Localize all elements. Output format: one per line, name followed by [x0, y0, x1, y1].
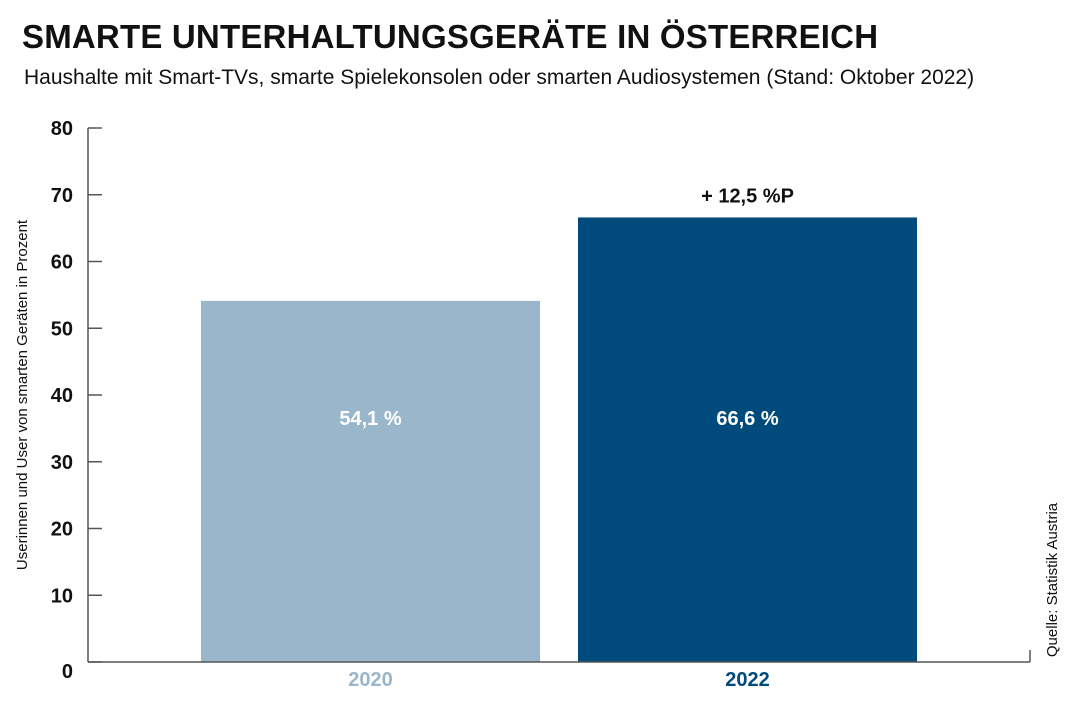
chart-title: SMARTE UNTERHALTUNGSGERÄTE IN ÖSTERREICH	[22, 18, 879, 55]
y-tick-label: 60	[51, 252, 73, 274]
bar-value-label: 54,1 %	[339, 408, 401, 430]
bars-group: 54,1 % 66,6 % + 12,5 %P	[201, 185, 917, 662]
y-tick-label: 50	[51, 318, 73, 340]
change-annotation: + 12,5 %P	[701, 185, 794, 207]
y-tick-label: 70	[51, 185, 73, 207]
source-note: Quelle: Statistik Austria	[1044, 502, 1061, 657]
y-axis-ticks: 0 10 20 30 40 50 60 70 80	[51, 118, 102, 683]
bar	[578, 217, 917, 662]
y-tick-label: 20	[51, 519, 73, 541]
y-tick-label: 30	[51, 452, 73, 474]
y-tick-label: 80	[51, 118, 73, 140]
y-tick-label: 0	[62, 661, 73, 683]
y-tick-label: 10	[51, 585, 73, 607]
chart-subtitle: Haushalte mit Smart-TVs, smarte Spieleko…	[24, 66, 975, 89]
y-tick-label: 40	[51, 385, 73, 407]
x-category-label: 2020	[348, 669, 393, 691]
x-category-label: 2022	[725, 669, 770, 691]
y-axis-title: Userinnen und User von smarten Geräten i…	[14, 219, 31, 570]
x-axis-labels: 2020 2022	[348, 669, 770, 691]
bar-value-label: 66,6 %	[716, 408, 778, 430]
bar	[201, 300, 540, 662]
